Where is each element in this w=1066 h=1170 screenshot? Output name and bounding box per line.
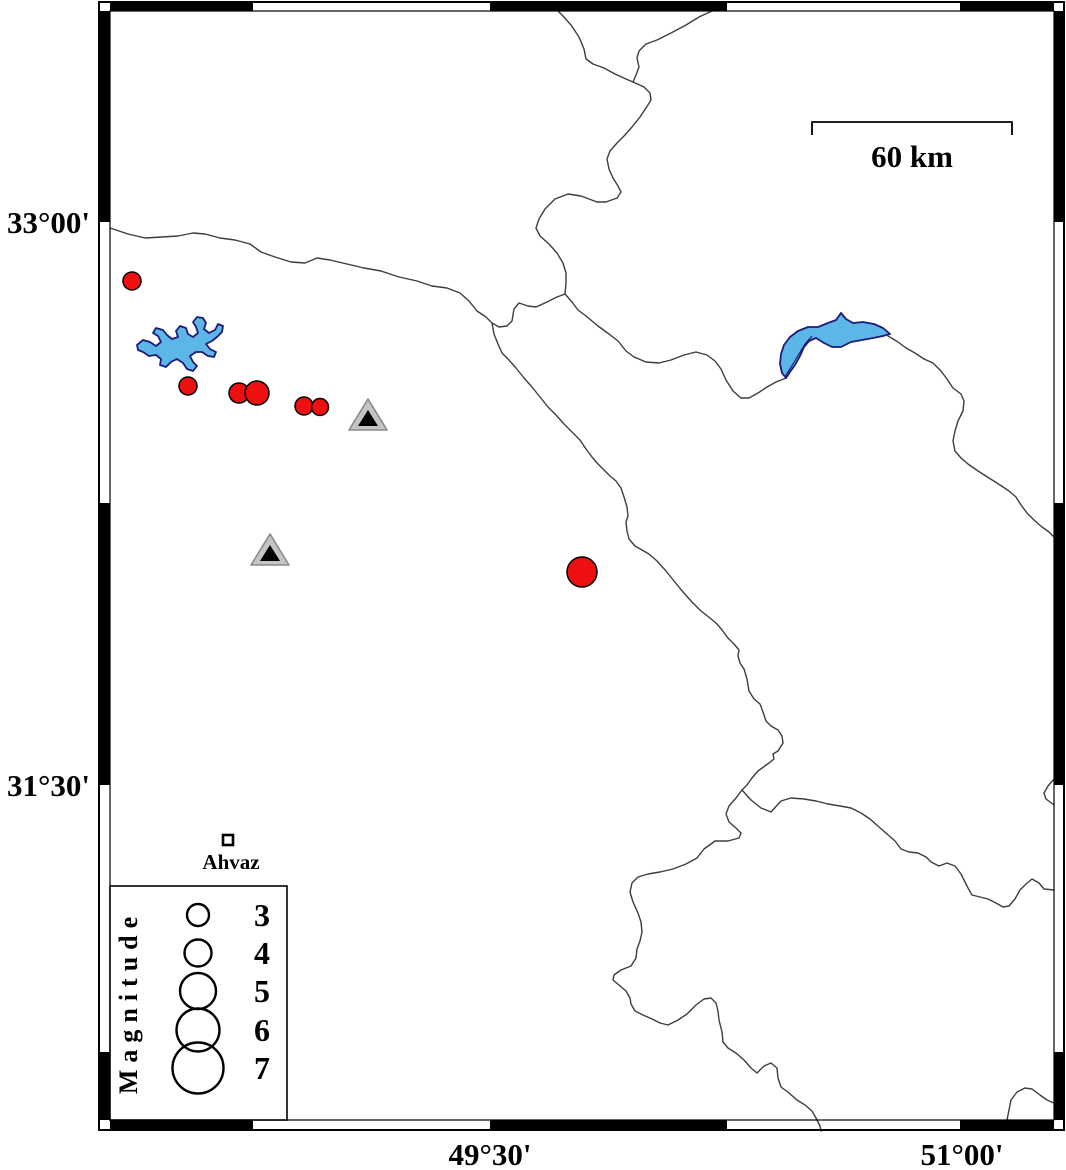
scale-bar-bracket [811,121,1013,135]
river-line [556,9,634,83]
lat-label-31-30: 31°30' [7,768,90,803]
frame-segment [99,1052,110,1120]
river-line [491,293,566,328]
legend-title: Magnitude [114,910,143,1094]
lat-label-33: 33°00' [7,205,90,240]
city-label: Ahvaz [202,850,259,874]
lake [136,316,224,372]
legend-magnitude-label: 3 [254,897,270,933]
river-line [109,227,493,324]
frame-segment [960,1120,1054,1130]
earthquake-epicenters [122,271,598,588]
earthquake-marker [566,556,598,588]
station-inner-triangle [260,545,280,561]
river-line [887,335,1055,538]
station-marker [250,533,290,566]
river-line [741,789,1055,908]
earthquake-marker [294,396,314,416]
river-line [491,322,784,791]
legend-circle [171,1041,225,1095]
city-ahvaz: Ahvaz [202,833,260,874]
lakes [136,312,891,379]
earthquake-marker [310,397,330,417]
frame-segment [1054,503,1064,785]
map-frame [98,1,1065,1131]
legend-magnitude-label: 6 [254,1012,270,1048]
earthquake-marker [178,376,198,396]
river-line [1006,1087,1055,1121]
legend-magnitude-label: 4 [254,935,270,971]
legend-magnitude-label: 5 [254,973,270,1009]
legend-circle [185,902,211,928]
lake-shoreline [784,335,813,378]
frame-segment [490,2,727,11]
frame-segment [99,11,110,222]
station-marker [348,398,388,431]
lon-label-51-00: 51°00' [920,1137,1003,1170]
scale-bar: 60 km [811,121,1013,174]
legend-magnitude-label: 7 [254,1050,270,1086]
city-square-marker [221,833,235,847]
station-inner-triangle [358,410,378,426]
earthquake-marker [244,380,270,406]
frame-segment [490,1120,727,1130]
legend-circle [183,938,213,968]
frame-segment [110,2,253,11]
frame-segment [960,2,1054,11]
lake [779,312,891,379]
scale-bar-label: 60 km [871,139,953,174]
river-line [535,81,652,295]
frame-segment [1054,1052,1064,1120]
frame-segment [99,503,110,785]
river-line [612,789,822,1132]
seismic-stations [250,398,388,566]
river-line [564,293,787,399]
earthquake-marker [122,271,142,291]
lon-label-49-30: 49°30' [448,1137,531,1170]
river-line [632,10,713,83]
frame-segment [110,1120,253,1130]
river-line [1043,778,1055,806]
frame-segment [1054,11,1064,222]
axis-annotations: 33°00' 31°30' 49°30' 51°00' [7,205,1004,1170]
legend-circle [175,1007,221,1053]
river-network [109,9,1055,1132]
